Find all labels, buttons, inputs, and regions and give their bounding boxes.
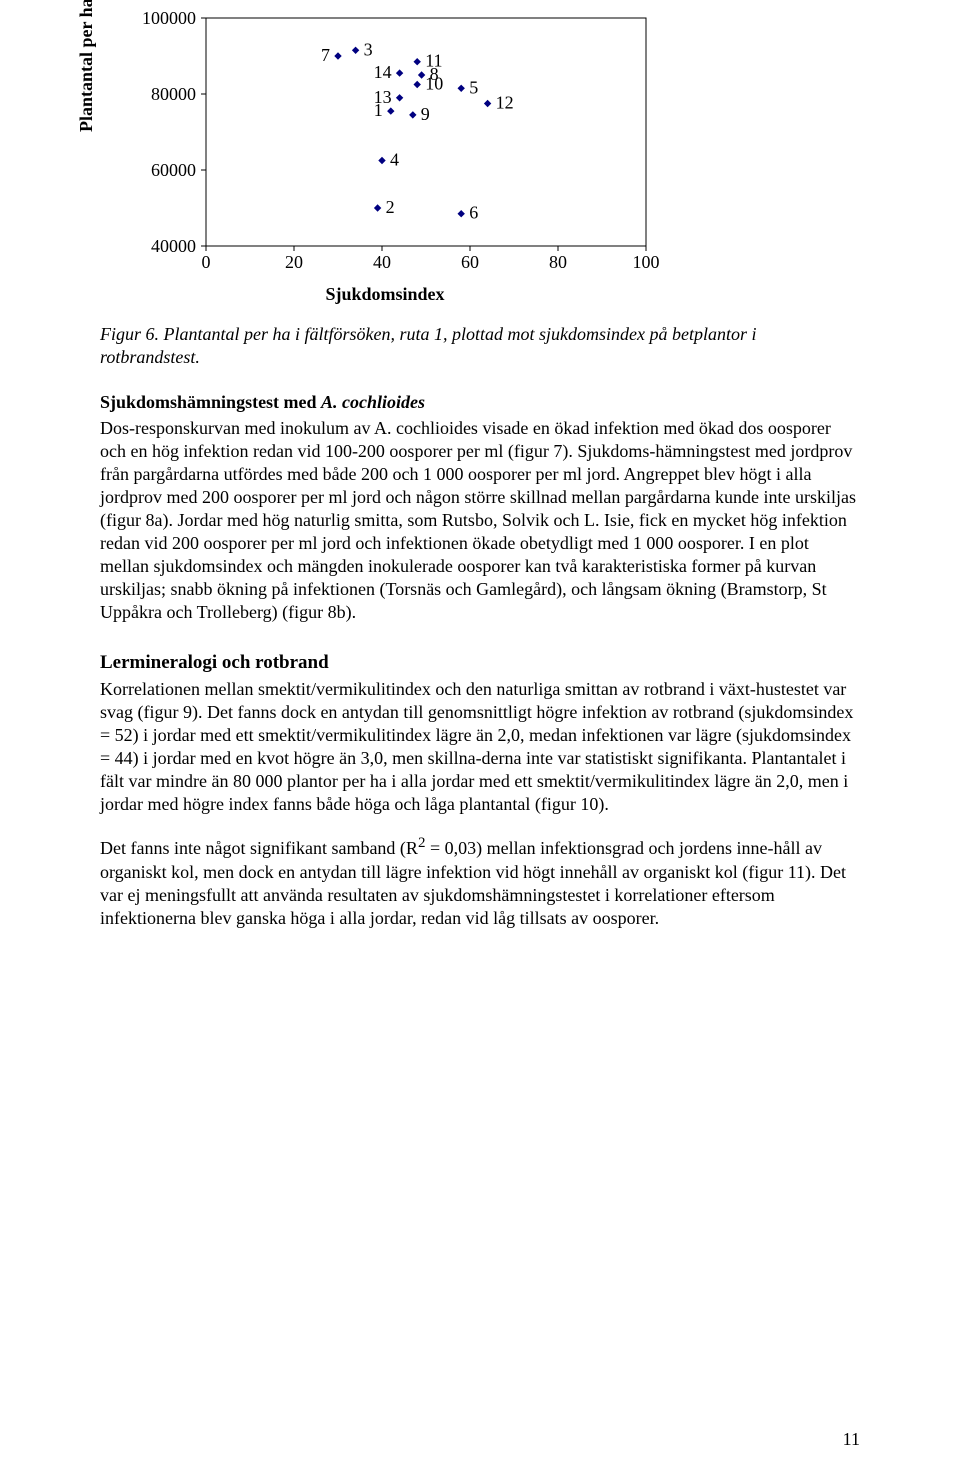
svg-text:0: 0 xyxy=(202,252,211,272)
scatter-chart: Plantantal per ha 4000060000800001000000… xyxy=(110,12,650,292)
svg-text:40: 40 xyxy=(373,252,391,272)
svg-text:80: 80 xyxy=(549,252,567,272)
svg-text:4: 4 xyxy=(390,150,399,170)
section-heading-text: Sjukdomshämningstest med xyxy=(100,392,321,412)
svg-text:60000: 60000 xyxy=(151,160,196,180)
svg-text:7: 7 xyxy=(321,45,330,65)
p2-part-a: Det fanns inte något signifikant samband… xyxy=(100,838,418,858)
svg-text:10: 10 xyxy=(425,74,443,94)
svg-text:100: 100 xyxy=(633,252,660,272)
section-2-paragraph-2: Det fanns inte något signifikant samband… xyxy=(100,834,860,929)
figure-number: Figur 6. xyxy=(100,324,159,344)
figure-caption-text: Plantantal per ha i fältförsöken, ruta 1… xyxy=(100,324,757,367)
page-number: 11 xyxy=(843,1429,860,1450)
svg-text:9: 9 xyxy=(421,104,430,124)
svg-text:12: 12 xyxy=(496,93,514,113)
svg-text:40000: 40000 xyxy=(151,236,196,256)
section-1-paragraph: Dos-responskurvan med inokulum av A. coc… xyxy=(100,417,860,624)
section-2-paragraph-1: Korrelationen mellan smektit/vermikuliti… xyxy=(100,678,860,816)
svg-text:5: 5 xyxy=(469,77,478,97)
section-heading-species: A. cochlioides xyxy=(321,392,425,412)
svg-text:2: 2 xyxy=(386,197,395,217)
svg-text:3: 3 xyxy=(364,39,373,59)
svg-text:100000: 100000 xyxy=(142,12,196,28)
figure-caption: Figur 6. Plantantal per ha i fältförsöke… xyxy=(100,323,860,368)
svg-text:14: 14 xyxy=(374,62,392,82)
chart-svg: 4000060000800001000000204060801007314118… xyxy=(110,12,670,284)
svg-text:20: 20 xyxy=(285,252,303,272)
section-heading-1: Sjukdomshämningstest med A. cochlioides xyxy=(100,392,860,413)
svg-text:60: 60 xyxy=(461,252,479,272)
svg-text:80000: 80000 xyxy=(151,84,196,104)
svg-text:1: 1 xyxy=(374,100,383,120)
section-heading-2: Lermineralogi och rotbrand xyxy=(100,652,860,674)
svg-text:6: 6 xyxy=(469,203,478,223)
chart-y-axis-label: Plantantal per ha xyxy=(76,0,97,132)
